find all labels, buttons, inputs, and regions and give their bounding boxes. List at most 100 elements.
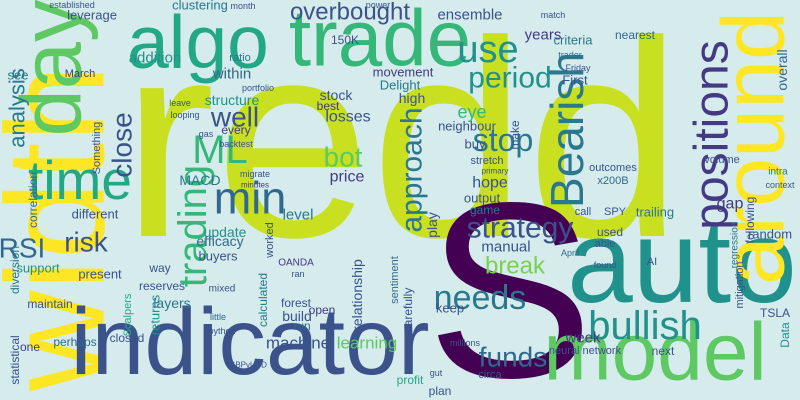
word: gap: [717, 196, 744, 213]
word: day: [5, 0, 100, 137]
word: sentiment: [389, 256, 401, 304]
word: portfolio: [242, 83, 274, 93]
word: min: [214, 173, 287, 224]
word: stretch: [470, 155, 503, 167]
word: able: [595, 238, 616, 250]
word: context: [765, 180, 795, 190]
word: manual: [481, 239, 530, 256]
word: ML: [192, 128, 248, 172]
word: machine: [266, 334, 330, 353]
word: leave: [169, 98, 191, 108]
word: Bearish: [541, 52, 593, 208]
word: statistical: [8, 335, 22, 384]
word: model: [543, 307, 766, 398]
word: Something: [91, 122, 103, 175]
word: 150K: [331, 33, 359, 47]
word: eye: [457, 102, 486, 122]
word: overbought: [290, 0, 410, 26]
word: regression: [730, 222, 741, 269]
word: S: [427, 151, 594, 400]
word: looping: [170, 110, 199, 120]
word: migrate: [240, 169, 270, 179]
word: mitigation: [734, 261, 746, 308]
word: update: [204, 224, 247, 240]
word: break: [485, 253, 546, 280]
word: next: [652, 344, 675, 358]
word: every: [221, 123, 250, 137]
word: Scalpers: [122, 293, 134, 336]
word: efficacy: [196, 233, 243, 249]
word: price: [330, 169, 365, 186]
word: match: [541, 10, 566, 20]
word: structure: [205, 92, 260, 108]
word: bot: [324, 142, 363, 173]
word: high: [399, 90, 425, 106]
word: play: [424, 212, 440, 238]
word: analysis: [5, 68, 30, 147]
word: around: [704, 11, 800, 285]
word: period: [468, 62, 551, 95]
word: carefully: [401, 288, 415, 333]
word: nearest: [615, 28, 656, 42]
word: game: [470, 203, 500, 217]
word: SPY: [604, 206, 627, 218]
word: outcomes: [589, 162, 637, 174]
word: calculated: [256, 273, 270, 327]
word: little: [210, 312, 226, 322]
word: width: [0, 65, 134, 393]
word: neighbour: [438, 119, 496, 134]
word: redd: [122, 0, 682, 296]
word: established: [49, 0, 95, 10]
word: maintain: [27, 297, 72, 311]
word: GBPvUSD: [229, 361, 267, 370]
word: trading: [171, 165, 215, 287]
word: ran: [291, 269, 304, 279]
word: x200B: [597, 175, 628, 187]
word: call: [575, 206, 592, 218]
word: strategy: [467, 212, 574, 245]
word: MACD: [179, 172, 220, 188]
word: open: [309, 303, 336, 317]
word: trailing: [636, 205, 674, 220]
word: Friday: [565, 63, 591, 73]
word: power: [366, 0, 391, 10]
word: used: [597, 225, 623, 239]
word: millions: [450, 338, 481, 348]
word: First: [562, 73, 588, 88]
word: relationship: [349, 259, 365, 331]
word: returns: [148, 294, 163, 335]
word: volume: [704, 154, 739, 166]
word: algo: [127, 0, 269, 84]
word: clustering: [172, 0, 228, 13]
word: following: [743, 197, 757, 244]
word: risk: [64, 227, 109, 258]
word: trade: [289, 0, 471, 83]
word: mixed: [209, 284, 236, 295]
word: intra: [768, 167, 788, 178]
word: forest: [281, 296, 312, 310]
word: week: [564, 330, 601, 347]
word: support: [16, 261, 60, 276]
word: years: [525, 27, 562, 44]
word: found: [594, 260, 617, 270]
word: closed: [110, 331, 145, 345]
word: backtest: [219, 139, 253, 149]
word: April: [561, 248, 579, 258]
word: make: [508, 120, 522, 150]
word: run: [293, 319, 310, 333]
word: reserves: [139, 279, 185, 293]
word: stock: [320, 87, 354, 103]
word: neural network: [549, 345, 622, 357]
word: layers: [153, 295, 190, 311]
word: way: [148, 261, 170, 275]
word: Data: [778, 322, 792, 348]
word: build: [282, 308, 312, 324]
word: primary: [482, 167, 509, 176]
word: output: [464, 191, 501, 206]
word: approach: [396, 107, 429, 232]
word: perhaps: [53, 335, 96, 349]
word: March: [65, 68, 96, 80]
word: correlation: [26, 172, 40, 228]
word: needs: [434, 279, 527, 317]
